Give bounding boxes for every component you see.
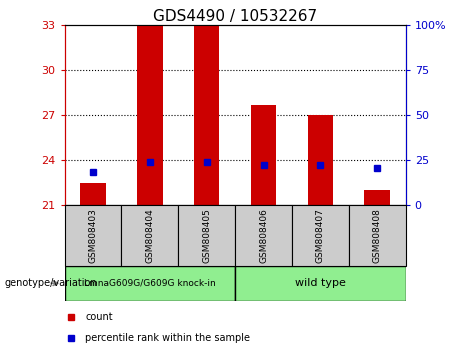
Bar [80,183,106,205]
Text: count: count [85,312,112,322]
Text: GSM808406: GSM808406 [259,208,268,263]
Bar [137,25,163,205]
Text: wild type: wild type [295,278,346,288]
Text: GSM808408: GSM808408 [373,208,382,263]
Bar [292,205,349,266]
Title: GDS4490 / 10532267: GDS4490 / 10532267 [153,8,317,24]
Bar [194,25,219,205]
Bar [235,205,292,266]
Bar [121,205,178,266]
Bar [349,205,406,266]
Bar [365,190,390,205]
Text: GSM808403: GSM808403 [89,208,97,263]
Bar [65,205,121,266]
Text: GSM808405: GSM808405 [202,208,211,263]
Bar [178,205,235,266]
Text: LmnaG609G/G609G knock-in: LmnaG609G/G609G knock-in [84,279,216,288]
Text: GSM808404: GSM808404 [145,208,154,263]
Bar [65,266,235,301]
Bar [251,104,276,205]
Text: percentile rank within the sample: percentile rank within the sample [85,332,250,343]
Bar [307,115,333,205]
Text: genotype/variation: genotype/variation [5,278,97,288]
Bar [235,266,406,301]
Text: GSM808407: GSM808407 [316,208,325,263]
